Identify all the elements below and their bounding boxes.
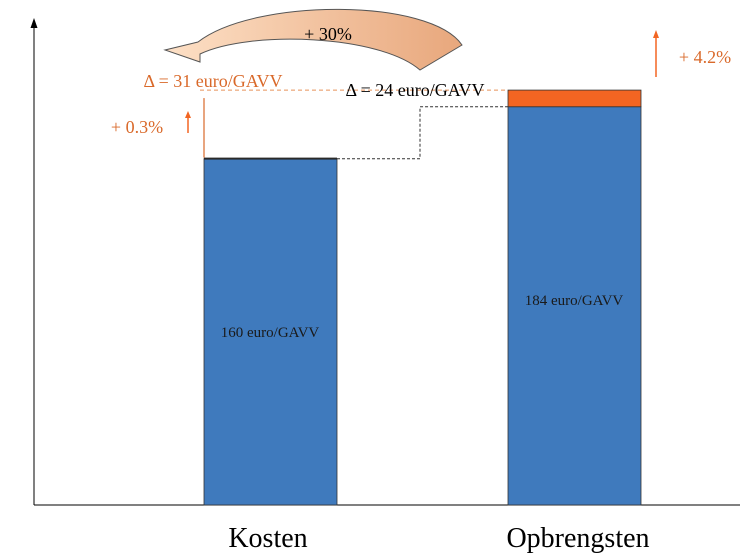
bar-kosten [203,158,338,506]
curved-arrow-icon [163,8,463,71]
category-label-opbrengsten: Opbrengsten [506,523,649,554]
y-axis-arrowhead [30,18,38,28]
annotation-margin-change: + 30% [304,24,352,44]
guide-delta-before [337,106,508,160]
annotation-kosten-increase: + 0.3% [111,117,163,137]
arrow-up-icon-opbrengsten [653,30,659,77]
bar-opbrengsten [507,106,642,506]
annotation-delta-after: Δ = 31 euro/GAVV [144,71,283,91]
category-label-kosten: Kosten [228,523,307,554]
annotation-delta-before: Δ = 24 euro/GAVV [346,80,485,100]
arrow-up-icon-kosten [185,111,191,133]
bar-label-kosten: 160 euro/GAVV [221,325,320,341]
bar-label-opbrengsten: 184 euro/GAVV [525,293,624,309]
annotation-opbrengsten-increase: + 4.2% [679,47,731,67]
bar-kosten-increase [204,157,337,160]
bar-opbrengsten-increase [507,89,642,108]
